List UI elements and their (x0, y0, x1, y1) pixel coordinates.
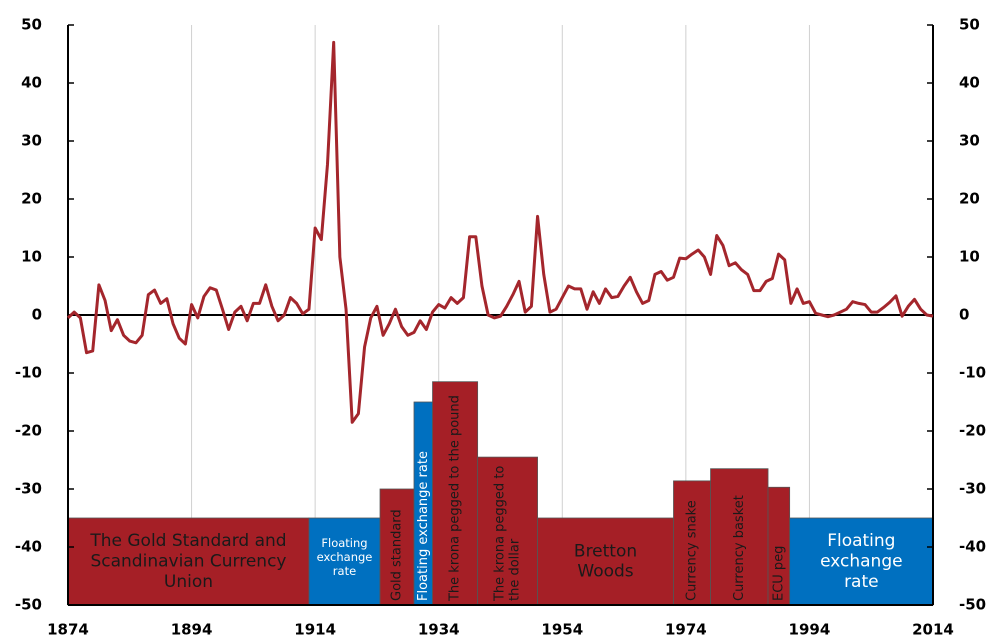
regime-block (673, 480, 711, 606)
y-tick-label: -10 (15, 364, 42, 382)
x-tick-label: 1954 (541, 621, 583, 639)
x-tick-label: 1894 (171, 621, 213, 639)
y2-tick-label: 20 (959, 190, 980, 208)
regime-label: Floating (827, 531, 895, 551)
regime-label: the dollar (508, 538, 523, 601)
regime-label: Gold standard (390, 509, 405, 601)
y-tick-label: -30 (15, 480, 42, 498)
y-tick-label: -50 (15, 596, 42, 614)
y-tick-label: 30 (21, 132, 42, 150)
x-tick-label: 1914 (294, 621, 336, 639)
y2-tick-label: -10 (959, 364, 986, 382)
y-tick-label: 0 (32, 306, 42, 324)
y-tick-label: 50 (21, 16, 42, 34)
y2-tick-label: -30 (959, 480, 986, 498)
regime-label: rate (844, 572, 879, 592)
y2-tick-label: 0 (959, 306, 969, 324)
x-tick-label: 1974 (665, 621, 707, 639)
regime-label: exchange (820, 552, 903, 572)
regime-block (710, 468, 769, 606)
regime-label: Currency snake (685, 500, 700, 601)
inflation-line (66, 40, 934, 424)
regime-label: Woods (577, 562, 633, 582)
y2-tick-label: 30 (959, 132, 980, 150)
regime-label: The Gold Standard and (89, 531, 286, 551)
x-tick-label: 1874 (47, 621, 89, 639)
regime-block (67, 517, 310, 606)
y-tick-label: 20 (21, 190, 42, 208)
y2-tick-label: 50 (959, 16, 980, 34)
y-tick-label: 40 (21, 74, 42, 92)
regime-block (477, 456, 538, 606)
x-tick-label: 1994 (789, 621, 831, 639)
regime-block (432, 381, 479, 606)
y2-tick-label: 10 (959, 248, 980, 266)
regime-label: Union (164, 572, 213, 592)
regime-label: rate (333, 564, 356, 578)
regime-label: ECU peg (771, 546, 786, 601)
y2-tick-label: -20 (959, 422, 986, 440)
regime-label: Floating (321, 536, 367, 550)
regime-label: The krona pegged to the pound (448, 395, 463, 602)
regime-label: Currency basket (732, 495, 747, 601)
y2-tick-label: -50 (959, 596, 986, 614)
regime-label: Bretton (574, 541, 637, 561)
x-tick-label: 1934 (418, 621, 460, 639)
y2-tick-label: 40 (959, 74, 980, 92)
y-tick-label: -40 (15, 538, 42, 556)
regime-label: The krona pegged to (493, 466, 508, 602)
regime-label: exchange (317, 550, 373, 564)
regime-label: Scandinavian Currency (90, 552, 286, 572)
regime-label: Floating exchange rate (416, 451, 431, 601)
y-tick-label: -20 (15, 422, 42, 440)
y-tick-label: 10 (21, 248, 42, 266)
y2-tick-label: -40 (959, 538, 986, 556)
x-tick-label: 2014 (912, 621, 954, 639)
